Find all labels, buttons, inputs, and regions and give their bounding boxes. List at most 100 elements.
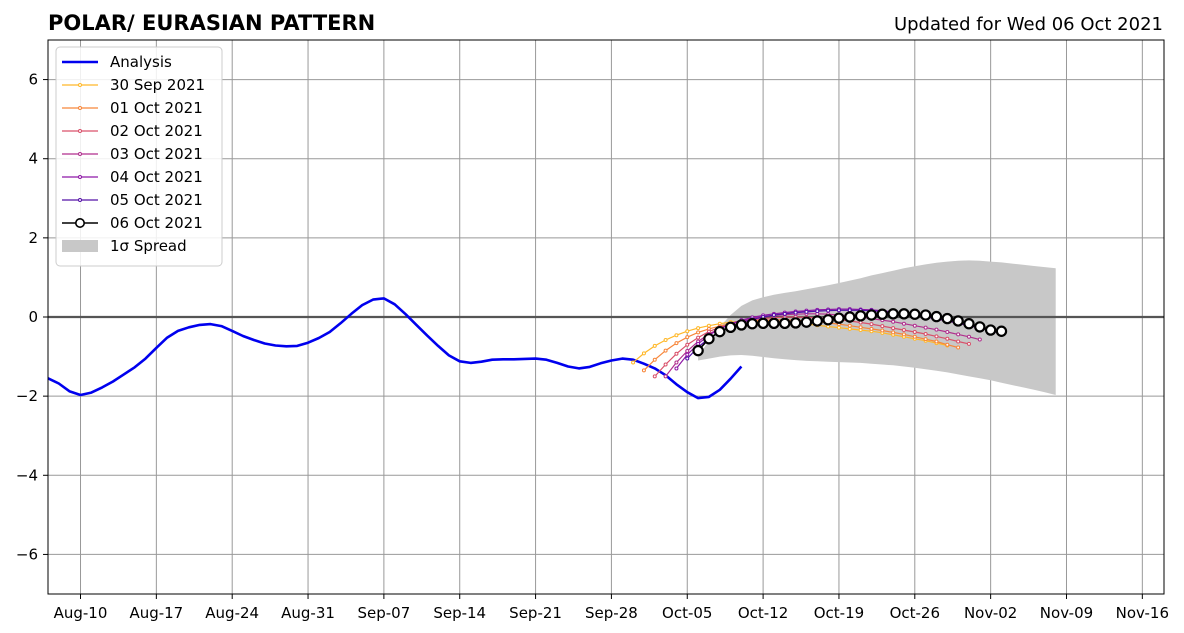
forecast-point [923, 332, 928, 337]
x-tick-label: Nov-02 [964, 604, 1017, 622]
x-tick-label: Aug-24 [205, 604, 259, 622]
forecast-point [674, 366, 679, 371]
forecast-point [891, 326, 896, 331]
x-tick-label: Oct-26 [890, 604, 940, 622]
forecast-point [706, 323, 711, 328]
forecast-point [844, 311, 856, 323]
forecast-point [811, 315, 823, 327]
forecast-point [912, 330, 917, 335]
forecast-point [674, 333, 679, 338]
forecast-point [768, 317, 780, 330]
forecast-point [952, 315, 964, 327]
forecast-point [966, 334, 971, 339]
forecast-point [789, 317, 802, 329]
forecast-point [836, 308, 841, 313]
forecast-point [956, 345, 961, 350]
forecast-point [901, 328, 906, 333]
forecast-point [641, 351, 646, 356]
legend-label: 04 Oct 2021 [110, 168, 203, 186]
forecast-point [685, 329, 690, 334]
forecast-point [815, 309, 820, 314]
forecast-point [930, 310, 943, 323]
forecast-point [891, 319, 896, 324]
forecast-point [919, 309, 932, 321]
legend-label: 30 Sep 2021 [110, 76, 205, 94]
forecast-point [966, 341, 971, 346]
forecast-point [663, 374, 668, 379]
forecast-point [901, 321, 906, 326]
forecast-point [995, 325, 1008, 337]
legend-label: Analysis [110, 53, 172, 71]
forecast-point [974, 321, 986, 333]
chart-title: POLAR/ EURASIAN PATTERN [48, 11, 375, 35]
forecast-point [887, 308, 899, 320]
forecast-point [696, 335, 701, 340]
forecast-point [771, 313, 776, 318]
forecast-point [757, 317, 769, 330]
legend-marker [78, 152, 82, 156]
forecast-point [945, 330, 950, 335]
x-tick-label: Sep-07 [357, 604, 410, 622]
forecast-point [909, 308, 921, 320]
forecast-point [826, 308, 831, 313]
forecast-point [714, 325, 726, 338]
forecast-point [880, 324, 885, 329]
y-tick-label: −6 [16, 545, 38, 563]
legend-box [55, 46, 223, 267]
forecast-point [923, 325, 928, 330]
forecast-point [945, 336, 950, 341]
x-axis-ticks: Aug-10 Aug-17 Aug-24 Aug-31 Sep-07 Sep-14 Sep-… [54, 594, 1169, 622]
forecast-point [833, 312, 845, 324]
forecast-point [779, 317, 791, 330]
forecast-point [934, 339, 939, 344]
y-tick-label: 2 [28, 229, 38, 247]
x-tick-label: Nov-16 [1116, 604, 1169, 622]
forecast-point [956, 332, 961, 337]
forecast-point [663, 337, 668, 342]
forecast-point [685, 349, 690, 354]
spread-area [698, 260, 1056, 395]
forecast-point [674, 351, 679, 356]
forecast-point [963, 318, 975, 330]
forecast-point [746, 318, 758, 330]
series-lines [48, 297, 1008, 400]
forecast-point [652, 357, 657, 362]
y-tick-label: −4 [16, 466, 38, 484]
forecast-point [631, 360, 636, 365]
forecast-point [941, 312, 954, 325]
forecast-point [898, 308, 910, 320]
forecast-point [977, 337, 982, 342]
forecast-point [696, 326, 701, 331]
forecast-point [735, 319, 748, 331]
legend-label: 01 Oct 2021 [110, 99, 203, 117]
x-tick-label: Nov-09 [1040, 604, 1093, 622]
forecast-point [692, 344, 704, 357]
updated-date: Updated for Wed 06 Oct 2021 [894, 14, 1163, 35]
legend-label: 06 Oct 2021 [110, 214, 203, 232]
y-tick-label: 0 [28, 308, 38, 326]
x-tick-label: Aug-17 [129, 604, 183, 622]
forecast-point [696, 330, 701, 335]
forecast-point [912, 323, 917, 328]
forecast-point [793, 310, 798, 315]
forecast-point [652, 343, 657, 348]
legend-swatch [62, 240, 98, 252]
legend-marker [78, 129, 82, 133]
forecast-point [685, 356, 690, 361]
forecast-point [901, 332, 906, 337]
forecast-point [703, 333, 715, 345]
forecast-point [685, 352, 690, 357]
forecast-point [891, 330, 896, 335]
forecast-point [847, 323, 852, 328]
y-tick-label: −2 [16, 387, 38, 405]
forecast-point [641, 368, 646, 373]
forecast-point [945, 342, 950, 347]
forecast-point [858, 325, 863, 330]
legend-label: 03 Oct 2021 [110, 145, 203, 163]
forecast-point [956, 339, 961, 344]
forecast-point [822, 314, 834, 326]
forecast-point [984, 324, 997, 336]
x-tick-label: Oct-12 [738, 604, 788, 622]
forecast-point [912, 334, 917, 339]
